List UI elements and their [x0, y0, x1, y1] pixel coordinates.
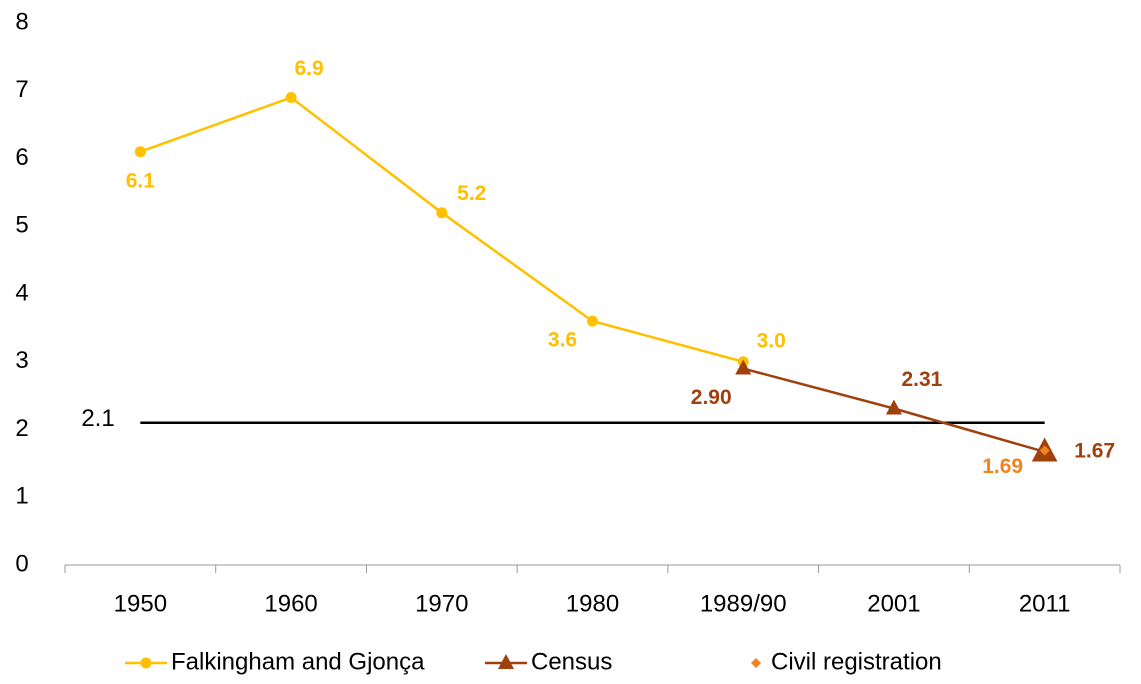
y-tick-label: 3 — [15, 347, 28, 374]
y-tick-label: 1 — [15, 483, 28, 510]
y-tick-label: 5 — [15, 212, 28, 239]
legend-marker — [140, 657, 152, 669]
value-label: 3.0 — [757, 329, 786, 352]
legend-marker — [498, 654, 514, 669]
y-tick-label: 6 — [15, 144, 28, 171]
y-tick-label: 0 — [15, 550, 28, 577]
x-tick-label: 1970 — [415, 590, 468, 617]
legend-label: Census — [531, 648, 612, 675]
value-label: 1.67 — [1074, 439, 1115, 462]
legend-label: Falkingham and Gjonça — [171, 648, 425, 675]
point — [735, 359, 752, 375]
value-label: 5.2 — [457, 182, 486, 205]
series-line — [139, 96, 744, 363]
point — [885, 399, 902, 415]
y-tick-label: 4 — [15, 279, 28, 306]
value-label: 2.31 — [901, 368, 942, 391]
value-label: 6.1 — [126, 169, 156, 192]
point — [134, 146, 146, 158]
y-tick-label: 2 — [15, 415, 28, 442]
x-tick-label: 2011 — [1019, 590, 1071, 617]
point — [1039, 445, 1050, 456]
x-tick-label: 1980 — [566, 590, 619, 617]
y-tick-label: 7 — [15, 76, 28, 103]
x-tick-label: 1989/90 — [700, 590, 787, 617]
x-tick-label: 2001 — [867, 590, 920, 617]
value-label: 3.6 — [548, 329, 577, 352]
value-label: 1.69 — [982, 455, 1023, 478]
point — [285, 92, 297, 104]
reference-label: 2.1 — [81, 405, 114, 432]
value-label: 2.90 — [691, 386, 732, 409]
point — [587, 315, 598, 327]
x-tick-label: 1950 — [114, 590, 167, 617]
point — [436, 207, 448, 219]
x-tick-label: 1960 — [264, 590, 317, 617]
y-tick-label: 8 — [15, 8, 28, 35]
legend-label: Civil registration — [771, 648, 942, 675]
value-label: 6.9 — [294, 57, 323, 80]
legend-marker — [751, 658, 761, 668]
